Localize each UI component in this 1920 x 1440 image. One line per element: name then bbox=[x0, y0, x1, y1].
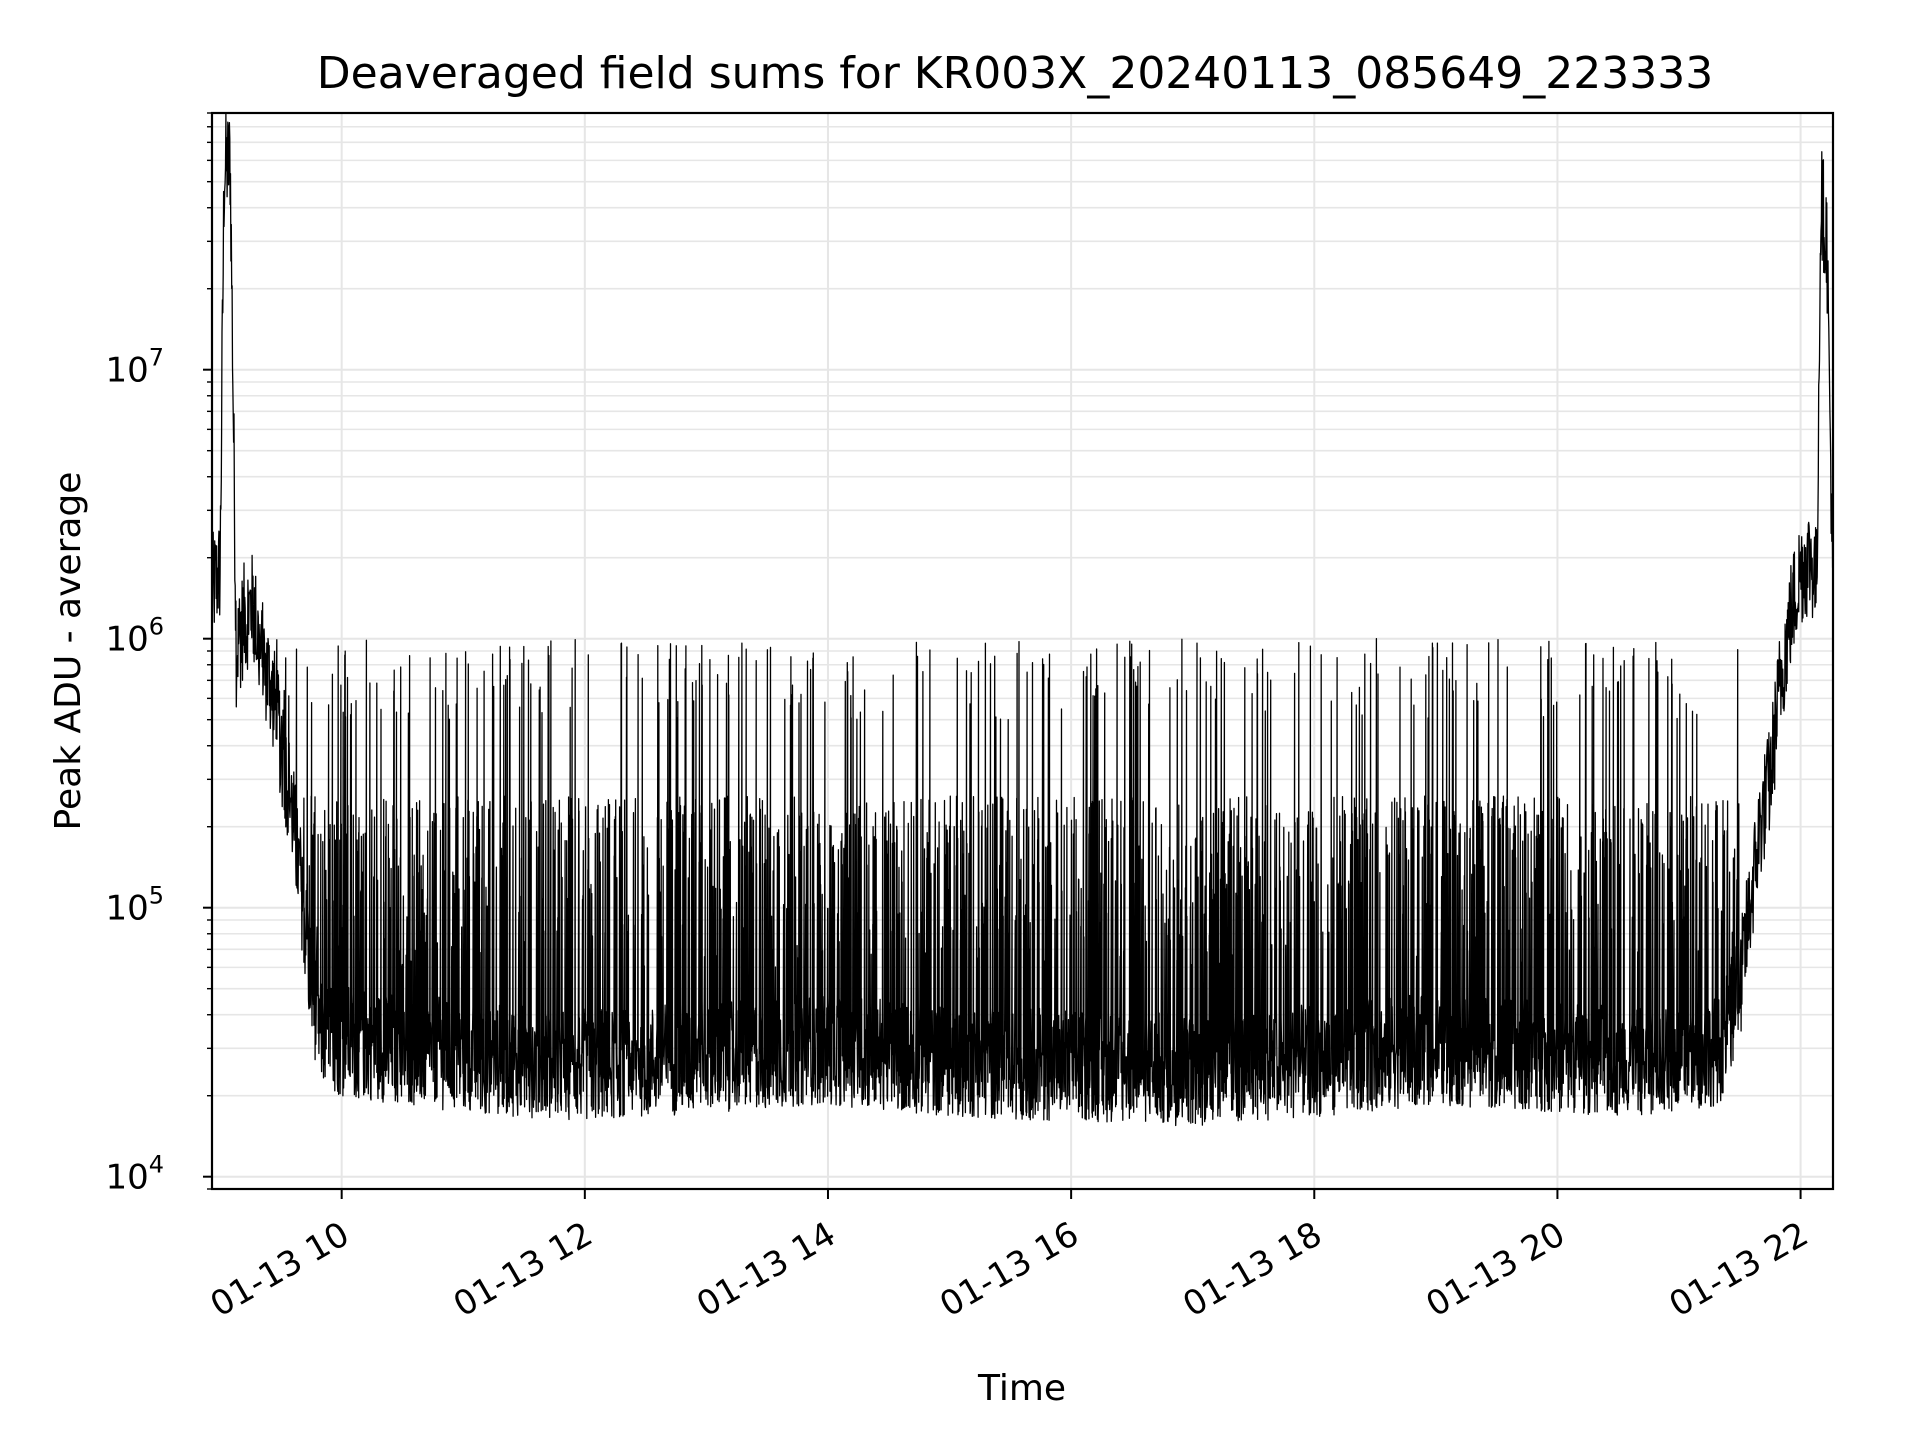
y-tick-label: 104 bbox=[105, 1151, 164, 1198]
y-tick-exponent: 6 bbox=[149, 613, 164, 641]
x-tick-label: 01-13 22 bbox=[1663, 1214, 1815, 1325]
x-axis-title: Time bbox=[977, 1368, 1066, 1409]
y-tick-exponent: 5 bbox=[149, 882, 164, 910]
series-line bbox=[211, 113, 1834, 1127]
x-tick-label: 01-13 14 bbox=[690, 1214, 842, 1325]
y-tick-exponent: 4 bbox=[149, 1151, 164, 1179]
data-series bbox=[211, 113, 1834, 1127]
x-tick-label: 01-13 10 bbox=[204, 1214, 356, 1325]
y-axis-title: Peak ADU - average bbox=[48, 472, 89, 831]
x-tick-label: 01-13 18 bbox=[1176, 1214, 1328, 1325]
y-tick-label: 105 bbox=[105, 882, 164, 929]
y-tick-exponent: 7 bbox=[149, 344, 164, 372]
x-tick-label: 01-13 16 bbox=[933, 1214, 1085, 1325]
x-tick-label: 01-13 12 bbox=[447, 1214, 599, 1325]
chart-title: Deaveraged field sums for KR003X_2024011… bbox=[317, 48, 1713, 99]
y-tick-base: 10 bbox=[105, 620, 148, 660]
y-tick-base: 10 bbox=[105, 1158, 148, 1198]
y-tick-base: 10 bbox=[105, 351, 148, 391]
y-tick-label: 107 bbox=[105, 344, 164, 391]
y-tick-base: 10 bbox=[105, 889, 148, 929]
x-tick-label: 01-13 20 bbox=[1420, 1214, 1572, 1325]
y-tick-label: 106 bbox=[105, 613, 164, 660]
